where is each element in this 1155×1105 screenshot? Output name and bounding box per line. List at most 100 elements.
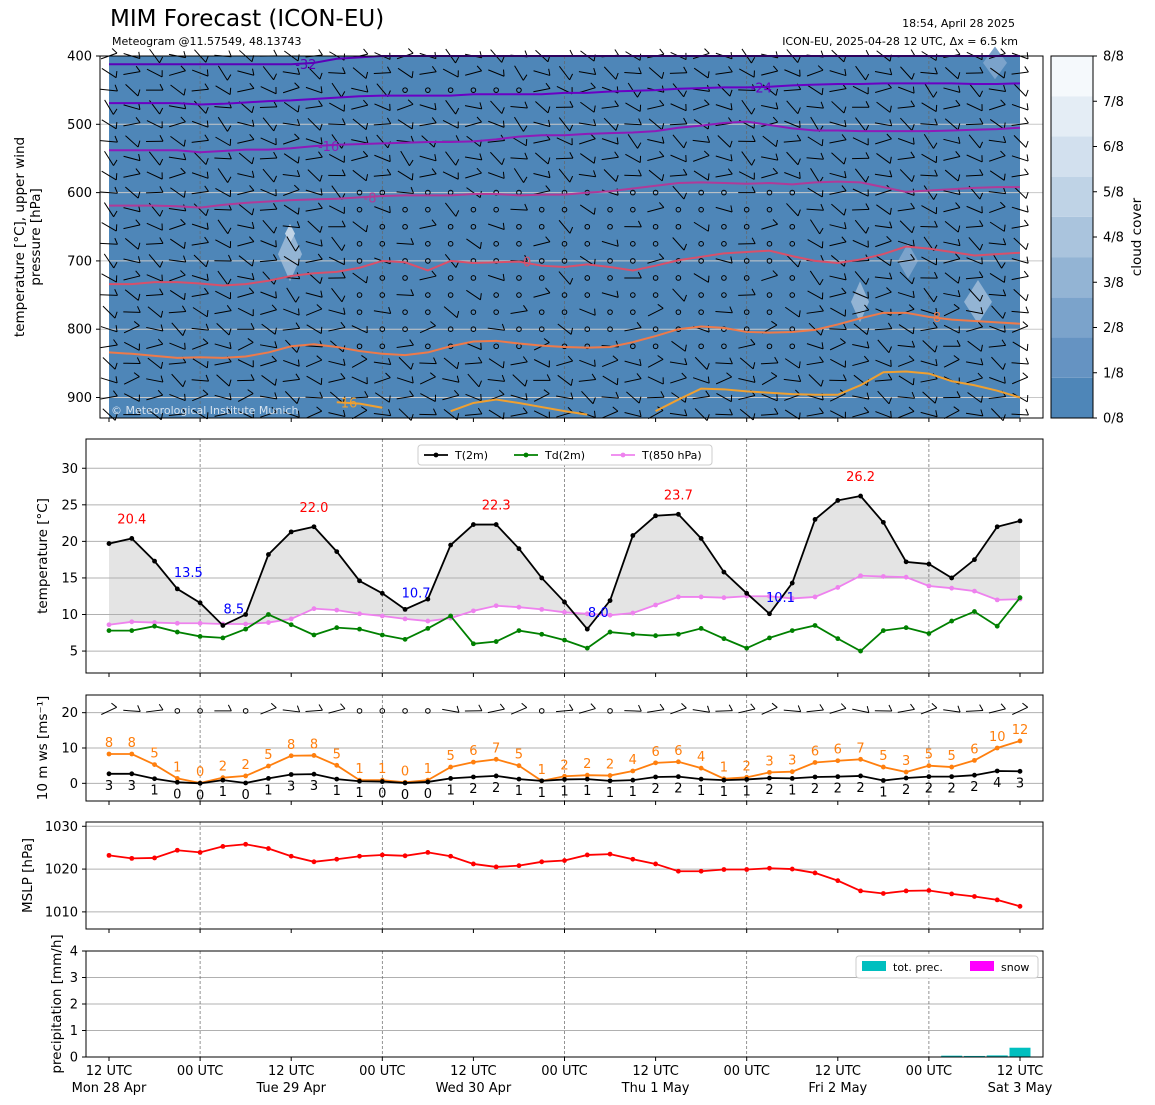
series-td2m-point [903,625,909,631]
colorbar-step [1051,216,1093,258]
wind-barb-icon [784,171,801,180]
wind-barb-icon [874,322,893,331]
wind-barb-icon [988,84,1007,92]
series-t850-point [288,616,294,622]
cloud-patch [851,281,869,323]
y-axis-label: precipitation [mm/h] [49,934,65,1073]
speed-value-label: 3 [128,779,136,794]
series-mslp-point [949,891,955,897]
colorbar-step [1051,377,1093,418]
wind-barb-icon [373,117,392,126]
wind-barb-icon [922,391,938,404]
wind-barb-icon [897,391,916,399]
wind-barb-icon [761,393,778,402]
wind-barb-icon [214,254,232,262]
gust-value-label: 4 [697,750,705,765]
x-tick-label: 12 UTC [86,1064,132,1079]
wind-barb-icon [102,305,118,319]
calm-wind-icon [675,206,682,213]
series-t2m-point [448,542,454,548]
wind-barb-icon [400,150,414,167]
series-speed-point [926,774,932,780]
colorbar-step [1051,297,1093,338]
wind-barb-icon [101,119,118,130]
wind-barb-icon [125,135,141,148]
wind-barb-icon [374,103,391,112]
series-t850-point [858,573,863,579]
calm-wind-icon [766,292,773,298]
wind-barb-icon [217,116,232,132]
calm-wind-icon [721,292,727,298]
wind-barb-icon [852,406,870,418]
wind-barb-icon [237,389,254,402]
calm-wind-icon [516,241,522,247]
wind-barb-icon [968,134,984,149]
speed-value-label: 1 [150,784,158,799]
wind-barb-icon [351,325,368,334]
wind-barb-icon [807,290,824,300]
wind-barb-icon [351,406,368,420]
series-mslp-point [744,867,750,872]
wind-barb-icon [991,305,1006,319]
colorbar-tick-label: 5/8 [1103,185,1124,200]
wind-barb-icon [237,410,254,419]
calm-wind-icon [766,343,773,350]
wind-barb-icon [215,290,231,300]
series-speed-point [402,780,408,786]
wind-barb-icon [514,65,528,81]
wind-barb-icon [146,324,164,332]
series-mslp-point [266,846,271,851]
wind-barb-icon [512,374,528,387]
wind-barb-icon [282,373,301,382]
wind-barb-icon [897,100,915,109]
wind-barb-icon [328,271,346,279]
calm-wind-icon [652,343,659,350]
series-mslp-point [425,849,431,855]
wind-barb-icon [670,154,687,163]
wind-barb-icon [101,68,118,79]
gust-value-label: 2 [242,758,250,773]
max-temp-label: 22.3 [482,499,511,514]
wind-barb-icon [647,99,665,110]
wind-barb-icon [168,407,187,416]
series-t2m-point [744,590,750,596]
series-t2m-point [129,536,135,541]
wind-barb-icon [670,372,687,384]
series-mslp-point [789,866,795,872]
calm-wind-icon [675,309,682,315]
series-t2m-point [152,558,157,564]
calm-wind-icon [470,206,477,213]
wind-barb-icon [1013,186,1029,199]
x-day-label: Mon 28 Apr [72,1081,147,1096]
calm-wind-icon [538,206,545,213]
series-t2m-point [972,557,977,563]
series-speed-point [516,776,522,782]
wind-barb-icon [988,136,1007,144]
wind-barb-icon [305,100,323,109]
series-t850-point [903,574,909,580]
wind-barb-icon [123,705,141,712]
series-t850-point [106,622,112,628]
wind-barb-icon [396,289,415,297]
series-speed-point [972,772,977,778]
series-gust-point [653,760,658,766]
wind-barb-icon [920,67,938,75]
min-temp-label: 10.1 [766,591,795,606]
wind-barb-icon [445,100,460,115]
series-speed-point [675,774,681,780]
series-t850-point [493,603,499,609]
series-t2m-point [994,524,1000,530]
speed-value-label: 1 [355,786,363,801]
series-mslp-point [972,894,977,899]
speed-value-label: 2 [834,782,842,797]
series-gust-point [448,764,454,770]
wind-barb-icon [124,237,141,250]
wind-barb-icon [191,222,209,230]
wind-barb-icon [262,117,278,132]
wind-barb-icon [1011,408,1029,416]
wind-barb-icon [373,168,392,177]
wind-barb-icon [968,83,984,98]
wind-barb-icon [852,392,870,400]
calm-wind-icon [447,223,454,230]
calm-wind-icon [698,241,704,247]
